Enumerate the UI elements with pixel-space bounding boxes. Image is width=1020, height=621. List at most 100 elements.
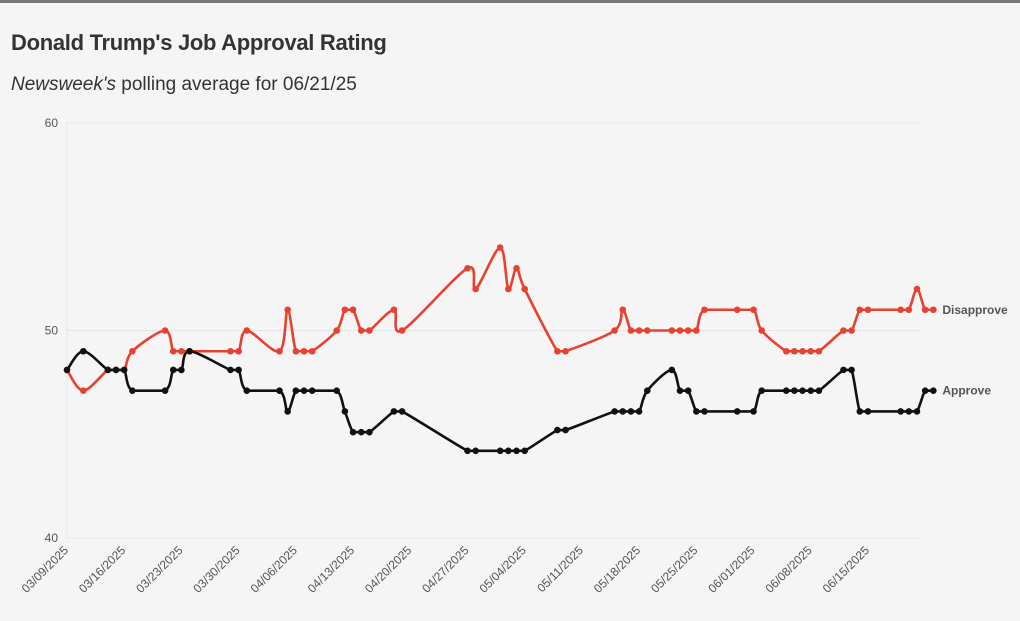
disapprove-point [521,285,528,293]
disapprove-point [864,306,872,314]
approve-point [178,366,185,374]
disapprove-point [292,347,300,355]
approve-point [398,408,406,415]
disapprove-point [308,347,316,355]
disapprove-point [611,327,618,334]
approve-point [472,447,479,455]
approve-point [300,387,308,394]
disapprove-point [390,306,398,314]
chart-title: Donald Trump's Job Approval Rating [11,30,387,55]
approve-point [120,366,128,374]
approve-point [643,387,651,394]
disapprove-point [643,327,651,334]
disapprove-point [464,264,471,272]
approve-point [807,387,815,394]
approve-point [848,366,855,374]
disapprove-point [472,285,479,293]
disapprove-point [930,306,937,314]
approve-point [169,366,177,374]
subtitle-publication: Newsweek's [11,74,116,95]
disapprove-point [284,306,291,314]
approve-point [63,366,71,374]
chart-subtitle: Newsweek's polling average for 06/21/25 [11,74,357,96]
approve-point [235,366,242,374]
disapprove-point [676,327,684,334]
series-points [63,244,937,455]
x-tick-label: 06/08/2025 [763,543,816,596]
disapprove-point [905,306,913,314]
disapprove-point [619,306,627,314]
disapprove-point [366,327,373,334]
x-tick-label: 03/23/2025 [133,543,186,596]
x-tick-label: 05/11/2025 [534,543,586,595]
subtitle-text: polling average for 06/21/25 [116,74,357,95]
disapprove-point [276,347,283,355]
top-border [0,0,1020,3]
disapprove-point [341,306,349,314]
approve-point [284,408,291,415]
disapprove-point [554,347,561,355]
approve-point [791,387,798,394]
x-tick-label: 05/25/2025 [648,543,701,596]
approve-point [856,408,864,415]
disapprove-point [349,306,357,314]
disapprove-line [65,246,934,392]
disapprove-point [840,327,847,334]
disapprove-point [815,347,823,355]
x-tick-label: 05/04/2025 [476,543,529,596]
disapprove-point [398,327,406,334]
approve-point [243,387,251,394]
disapprove-point [791,347,798,355]
x-axis: 03/09/2025 03/16/2025 03/23/2025 03/30/2025… [19,543,873,596]
disapprove-point [496,244,504,251]
approve-point [513,447,520,455]
disapprove-point [169,347,177,355]
approve-point [627,408,635,415]
disapprove-point [921,306,929,314]
approve-point [161,387,169,394]
x-tick-label: 05/18/2025 [591,543,644,596]
approve-point [521,447,528,455]
disapprove-point [333,327,341,334]
x-tick-label: 03/16/2025 [76,543,129,596]
approve-point [496,447,504,455]
approve-point [840,366,847,374]
disapprove-series-label: Disapprove [942,303,1008,317]
approve-point [554,426,561,434]
disapprove-point [80,387,87,394]
approve-point [333,387,341,394]
disapprove-point [178,347,185,355]
x-tick-label: 06/01/2025 [705,543,758,596]
approve-point [390,408,398,415]
approve-line [65,349,934,453]
approve-point [129,387,136,394]
disapprove-point [300,347,308,355]
x-tick-label: 04/20/2025 [362,543,415,596]
approve-point [464,447,471,455]
approve-point [676,387,684,394]
approve-point [292,387,300,394]
approve-point [357,428,365,436]
approve-series-label: Approve [942,384,991,398]
approve-point [897,408,904,415]
approve-point [308,387,316,394]
disapprove-point [635,327,643,334]
disapprove-point [913,285,921,293]
approve-point [782,387,790,394]
disapprove-point [562,347,569,355]
disapprove-point [733,306,741,314]
x-tick-label: 03/09/2025 [19,543,72,596]
approve-point [276,387,283,394]
approve-point [562,426,569,434]
approve-point [341,408,349,415]
disapprove-point [684,327,692,334]
approve-point [112,366,120,374]
disapprove-point [856,306,864,314]
approve-point [104,366,112,374]
approve-point [930,387,937,394]
approve-point [701,408,708,415]
approve-point [921,387,929,394]
approve-point [366,428,373,436]
approve-point [758,387,766,394]
approve-point [186,347,193,355]
